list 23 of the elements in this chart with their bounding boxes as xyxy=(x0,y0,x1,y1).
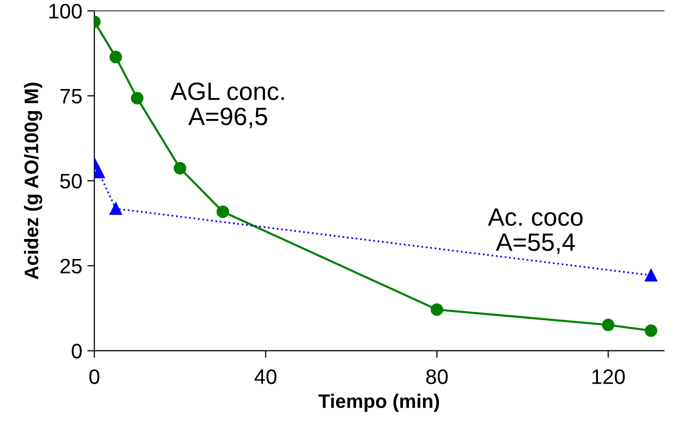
point xyxy=(94,166,105,178)
x-tick-label: 80 xyxy=(426,369,448,384)
annotation: Ac. coco A=55,4 xyxy=(488,208,583,254)
point xyxy=(174,162,186,174)
x-tick-label: 120 xyxy=(592,369,625,384)
x-tick-label: 40 xyxy=(254,369,276,384)
annotation: AGL conc. A=96,5 xyxy=(170,82,284,128)
point xyxy=(110,202,122,215)
y-tick-label: 100 xyxy=(49,4,82,19)
y-tick-label: 75 xyxy=(60,89,82,104)
y-tick-label: 25 xyxy=(60,258,82,274)
point xyxy=(644,324,658,337)
point xyxy=(216,205,230,218)
x-tick-label: 0 xyxy=(89,369,100,384)
point xyxy=(644,269,658,282)
point xyxy=(130,92,144,104)
y-axis-title: Acidez (g AO/100g M) xyxy=(24,82,42,280)
point xyxy=(110,50,122,64)
x-axis-title: Tiempo (min) xyxy=(318,394,440,412)
y-tick-label: 50 xyxy=(60,174,82,189)
point xyxy=(602,318,614,332)
point xyxy=(430,303,444,316)
y-tick-label: 0 xyxy=(72,344,82,358)
